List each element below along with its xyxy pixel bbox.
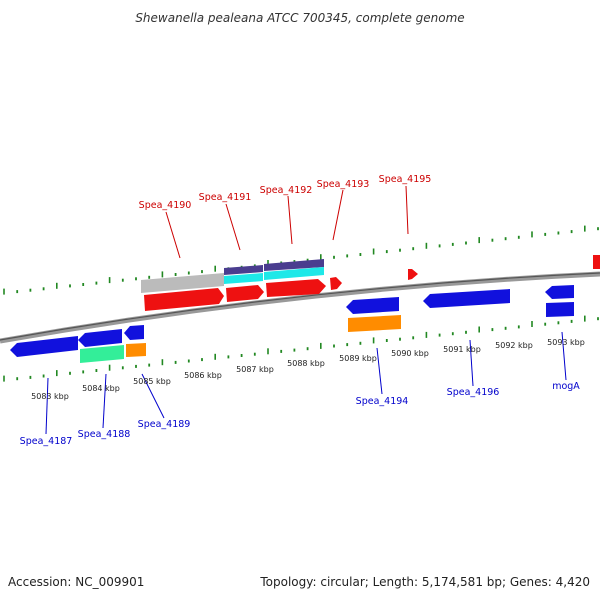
gene-spea-4191[interactable]: [226, 285, 264, 302]
accession-text: Accession: NC_009901: [8, 575, 144, 589]
gene-spea-4196[interactable]: [423, 289, 510, 308]
kbp-labels: 5083 kbp 5084 kbp 5085 kbp 5086 kbp 5087…: [31, 338, 585, 401]
gene-label-spea-4195[interactable]: Spea_4195: [379, 174, 432, 185]
gene-label-spea-4196[interactable]: Spea_4196: [447, 387, 500, 398]
lower-tick-ruler: [3, 315, 599, 382]
kbp-label: 5087 kbp: [236, 365, 274, 374]
gene-reverse-block[interactable]: [546, 302, 574, 317]
gene-spea-4193[interactable]: [330, 277, 342, 290]
gene-spea-4188[interactable]: [78, 329, 122, 347]
orange-feature[interactable]: [126, 343, 146, 357]
gene-label-moga[interactable]: mogA: [552, 381, 580, 392]
kbp-label: 5091 kbp: [443, 345, 481, 354]
kbp-label: 5088 kbp: [287, 359, 325, 368]
gene-label-spea-4188[interactable]: Spea_4188: [78, 429, 131, 440]
gene-label-spea-4192[interactable]: Spea_4192: [260, 185, 313, 196]
grey-feature[interactable]: [141, 273, 224, 293]
kbp-label: 5093 kbp: [547, 338, 585, 347]
gene-spea-4192[interactable]: [266, 279, 326, 297]
reverse-leader-lines: [45, 331, 567, 435]
forward-gene-labels: Spea_4190 Spea_4191 Spea_4192 Spea_4193 …: [139, 174, 432, 211]
gene-edge-forward[interactable]: [593, 255, 600, 269]
mint-feature[interactable]: [80, 345, 124, 363]
forward-leader-lines: [165, 185, 409, 259]
genome-backbone: [0, 271, 600, 344]
gene-label-spea-4193[interactable]: Spea_4193: [317, 179, 370, 190]
cyan-feature[interactable]: [224, 273, 263, 284]
gene-spea-4187[interactable]: [10, 336, 78, 357]
orange-feature[interactable]: [348, 315, 401, 332]
gene-label-spea-4187[interactable]: Spea_4187: [20, 436, 73, 447]
navy-feature[interactable]: [264, 259, 324, 271]
kbp-label: 5083 kbp: [31, 392, 69, 401]
topology-text: Topology: circular; Length: 5,174,581 bp…: [259, 575, 590, 589]
kbp-label: 5089 kbp: [339, 354, 377, 363]
gene-label-spea-4194[interactable]: Spea_4194: [356, 396, 409, 407]
kbp-label: 5090 kbp: [391, 349, 429, 358]
genome-backbone-edge: [0, 272, 600, 341]
gene-label-spea-4191[interactable]: Spea_4191: [199, 192, 252, 203]
forward-strand-features: [141, 255, 600, 311]
gene-moga[interactable]: [545, 285, 574, 299]
cyan-feature[interactable]: [264, 267, 324, 280]
gene-label-spea-4189[interactable]: Spea_4189: [138, 419, 191, 430]
kbp-label: 5086 kbp: [184, 371, 222, 380]
gene-spea-4195[interactable]: [408, 269, 418, 280]
kbp-label: 5084 kbp: [82, 384, 120, 393]
gene-spea-4190[interactable]: [144, 288, 224, 311]
gene-label-spea-4190[interactable]: Spea_4190: [139, 200, 192, 211]
kbp-label: 5092 kbp: [495, 341, 533, 350]
reverse-strand-features: [10, 285, 574, 363]
kbp-label: 5085 kbp: [133, 377, 171, 386]
map-title: Shewanella pealeana ATCC 700345, complet…: [135, 11, 464, 25]
gene-spea-4189[interactable]: [124, 325, 144, 340]
reverse-gene-labels: Spea_4187 Spea_4188 Spea_4189 Spea_4194 …: [20, 381, 581, 447]
navy-feature[interactable]: [224, 265, 263, 275]
gene-spea-4194[interactable]: [346, 297, 399, 314]
